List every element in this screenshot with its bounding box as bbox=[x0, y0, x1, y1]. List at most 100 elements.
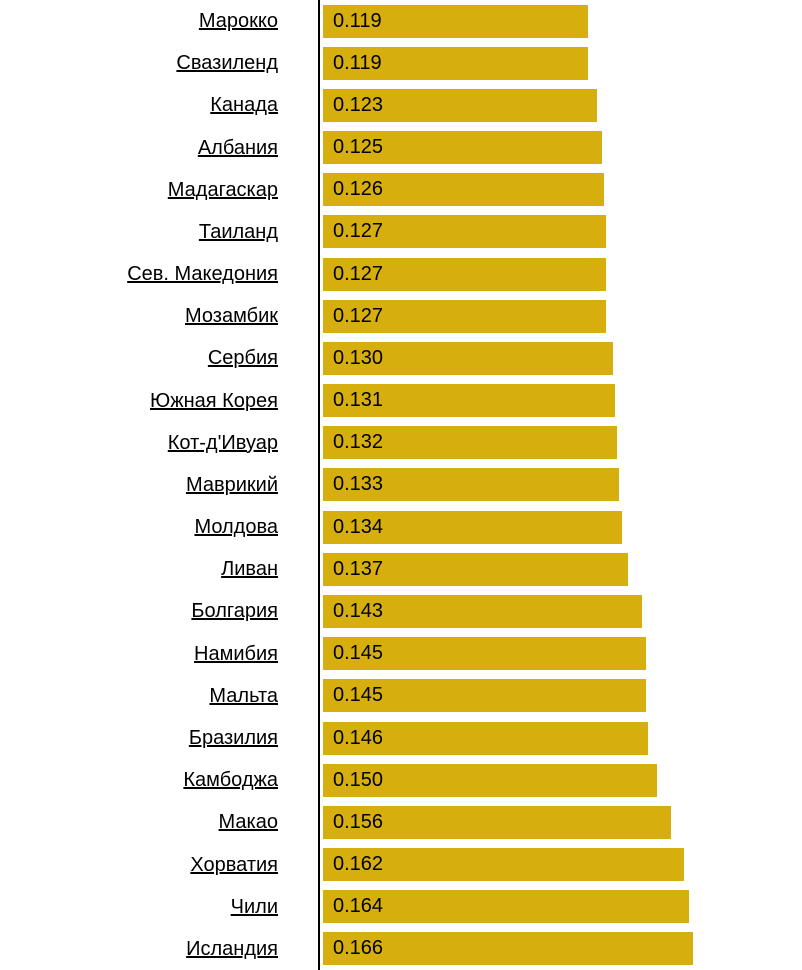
value-bar: 0.166 bbox=[323, 932, 693, 966]
value-bar: 0.131 bbox=[323, 384, 615, 418]
bar-value-label: 0.166 bbox=[333, 937, 384, 960]
value-bar: 0.145 bbox=[323, 637, 647, 671]
country-link[interactable]: Болгария bbox=[191, 600, 278, 623]
bar-cell: 0.145 bbox=[318, 633, 802, 675]
country-link[interactable]: Сев. Македония bbox=[127, 263, 278, 286]
value-bar: 0.162 bbox=[323, 848, 684, 882]
chart-row: Сербия 0.130 bbox=[0, 337, 802, 379]
bar-value-label: 0.126 bbox=[333, 178, 384, 201]
country-link[interactable]: Макао bbox=[218, 811, 278, 834]
chart-row: Болгария 0.143 bbox=[0, 590, 802, 632]
chart-row: Мальта 0.145 bbox=[0, 675, 802, 717]
chart-row: Мадагаскар 0.126 bbox=[0, 169, 802, 211]
value-bar: 0.132 bbox=[323, 426, 618, 460]
country-link[interactable]: Свазиленд bbox=[176, 52, 278, 75]
country-link[interactable]: Намибия bbox=[194, 642, 278, 665]
value-bar: 0.145 bbox=[323, 679, 647, 713]
bar-cell: 0.137 bbox=[318, 548, 802, 590]
category-label-cell: Исландия bbox=[0, 938, 318, 960]
category-label-cell: Чили bbox=[0, 896, 318, 918]
country-link[interactable]: Хорватия bbox=[190, 853, 278, 876]
country-link[interactable]: Бразилия bbox=[188, 727, 278, 749]
country-link[interactable]: Маврикий bbox=[185, 473, 278, 496]
country-link[interactable]: Мальта bbox=[209, 684, 278, 707]
bar-cell: 0.150 bbox=[318, 759, 802, 801]
category-label-cell: Сев. Македония bbox=[0, 263, 318, 285]
category-label-cell: Марокко bbox=[0, 10, 318, 32]
country-link[interactable]: Албания bbox=[197, 136, 278, 159]
country-link[interactable]: Сербия bbox=[207, 347, 278, 370]
bar-value-label: 0.150 bbox=[333, 768, 384, 791]
country-link[interactable]: Марокко bbox=[198, 10, 278, 33]
chart-row: Хорватия 0.162 bbox=[0, 843, 802, 885]
value-bar: 0.127 bbox=[323, 299, 606, 333]
bar-cell: 0.127 bbox=[318, 253, 802, 295]
category-label-cell: Хорватия bbox=[0, 854, 318, 876]
category-label-cell: Намибия bbox=[0, 643, 318, 665]
country-link[interactable]: Исландия bbox=[186, 937, 278, 960]
bar-cell: 0.123 bbox=[318, 84, 802, 126]
value-bar: 0.156 bbox=[323, 805, 671, 839]
chart-row: Албания 0.125 bbox=[0, 127, 802, 169]
bar-value-label: 0.164 bbox=[333, 895, 384, 918]
country-link[interactable]: Мозамбик bbox=[185, 305, 278, 328]
value-bar: 0.133 bbox=[323, 468, 620, 502]
category-label-cell: Таиланд bbox=[0, 221, 318, 243]
value-bar: 0.127 bbox=[323, 215, 606, 249]
country-link[interactable]: Южная Корея bbox=[150, 389, 278, 412]
bar-value-label: 0.123 bbox=[333, 93, 384, 116]
bar-cell: 0.127 bbox=[318, 211, 802, 253]
country-link[interactable]: Канада bbox=[210, 94, 278, 117]
bar-cell: 0.126 bbox=[318, 169, 802, 211]
value-bar: 0.125 bbox=[323, 131, 602, 165]
country-link[interactable]: Молдова bbox=[194, 516, 278, 539]
chart-row: Чили 0.164 bbox=[0, 886, 802, 928]
category-label-cell: Южная Корея bbox=[0, 390, 318, 412]
country-link[interactable]: Таиланд bbox=[198, 220, 278, 243]
chart-row: Южная Корея 0.131 bbox=[0, 380, 802, 422]
value-bar: 0.130 bbox=[323, 341, 613, 375]
category-label-cell: Албания bbox=[0, 137, 318, 159]
category-label-cell: Свазиленд bbox=[0, 52, 318, 74]
bar-cell: 0.133 bbox=[318, 464, 802, 506]
category-label-cell: Ливан bbox=[0, 558, 318, 580]
chart-row: Марокко 0.119 bbox=[0, 0, 802, 42]
chart-row: Таиланд 0.127 bbox=[0, 211, 802, 253]
bar-cell: 0.156 bbox=[318, 801, 802, 843]
chart-row: Молдова 0.134 bbox=[0, 506, 802, 548]
country-link[interactable]: Чили bbox=[230, 895, 278, 918]
country-link[interactable]: Мадагаскар bbox=[167, 178, 278, 201]
bar-cell: 0.166 bbox=[318, 928, 802, 970]
value-bar: 0.143 bbox=[323, 594, 642, 628]
category-label-cell: Болгария bbox=[0, 600, 318, 622]
chart-row: Свазиленд 0.119 bbox=[0, 42, 802, 84]
bar-cell: 0.119 bbox=[318, 0, 802, 42]
category-label-cell: Бразилия bbox=[0, 727, 318, 749]
bar-cell: 0.162 bbox=[318, 843, 802, 885]
chart-row: Макао 0.156 bbox=[0, 801, 802, 843]
bar-value-label: 0.127 bbox=[333, 304, 384, 327]
bar-cell: 0.134 bbox=[318, 506, 802, 548]
value-bar: 0.127 bbox=[323, 257, 606, 291]
category-label-cell: Сербия bbox=[0, 347, 318, 369]
value-bar: 0.137 bbox=[323, 552, 629, 586]
category-label-cell: Кот-д'Ивуар bbox=[0, 432, 318, 454]
bar-value-label: 0.133 bbox=[333, 473, 384, 496]
chart-row: Намибия 0.145 bbox=[0, 633, 802, 675]
bar-value-label: 0.127 bbox=[333, 220, 384, 243]
bar-cell: 0.127 bbox=[318, 295, 802, 337]
country-link[interactable]: Камбоджа bbox=[183, 769, 278, 792]
country-link[interactable]: Ливан bbox=[221, 558, 278, 581]
bar-cell: 0.164 bbox=[318, 886, 802, 928]
bar-value-label: 0.156 bbox=[333, 810, 384, 833]
bar-value-label: 0.145 bbox=[333, 642, 384, 665]
bar-cell: 0.125 bbox=[318, 127, 802, 169]
value-bar: 0.119 bbox=[323, 4, 589, 38]
country-link[interactable]: Кот-д'Ивуар bbox=[167, 431, 278, 454]
bar-value-label: 0.143 bbox=[333, 599, 384, 622]
bar-value-label: 0.119 bbox=[333, 51, 382, 74]
bar-value-label: 0.125 bbox=[333, 136, 384, 159]
value-bar: 0.123 bbox=[323, 88, 598, 122]
value-bar: 0.134 bbox=[323, 510, 622, 544]
